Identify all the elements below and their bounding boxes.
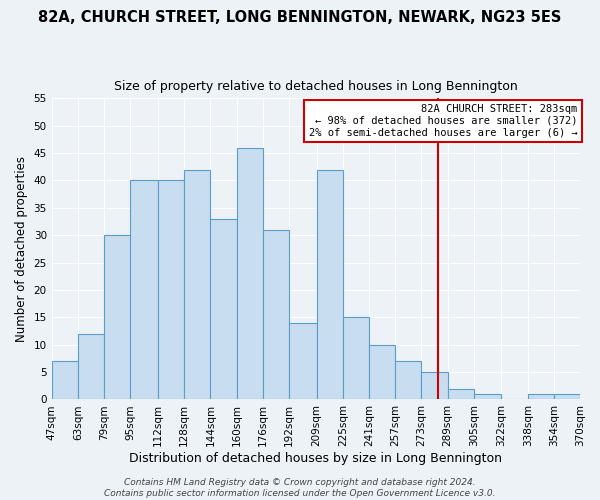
Bar xyxy=(130,180,158,400)
Bar xyxy=(421,372,448,400)
Bar xyxy=(184,170,211,400)
Bar xyxy=(448,388,473,400)
Text: 82A CHURCH STREET: 283sqm
← 98% of detached houses are smaller (372)
2% of semi-: 82A CHURCH STREET: 283sqm ← 98% of detac… xyxy=(308,104,577,138)
Bar xyxy=(263,230,289,400)
Bar xyxy=(158,180,184,400)
Bar xyxy=(527,394,554,400)
Bar xyxy=(289,323,317,400)
Bar xyxy=(104,235,130,400)
Bar xyxy=(317,170,343,400)
Text: 82A, CHURCH STREET, LONG BENNINGTON, NEWARK, NG23 5ES: 82A, CHURCH STREET, LONG BENNINGTON, NEW… xyxy=(38,10,562,25)
Bar xyxy=(369,344,395,400)
Bar xyxy=(343,318,369,400)
Bar xyxy=(473,394,502,400)
Title: Size of property relative to detached houses in Long Bennington: Size of property relative to detached ho… xyxy=(114,80,518,93)
Bar xyxy=(236,148,263,400)
Y-axis label: Number of detached properties: Number of detached properties xyxy=(15,156,28,342)
Bar xyxy=(52,361,78,400)
Bar xyxy=(554,394,580,400)
Text: Contains HM Land Registry data © Crown copyright and database right 2024.
Contai: Contains HM Land Registry data © Crown c… xyxy=(104,478,496,498)
Bar xyxy=(211,219,236,400)
X-axis label: Distribution of detached houses by size in Long Bennington: Distribution of detached houses by size … xyxy=(130,452,502,465)
Bar xyxy=(395,361,421,400)
Bar xyxy=(78,334,104,400)
